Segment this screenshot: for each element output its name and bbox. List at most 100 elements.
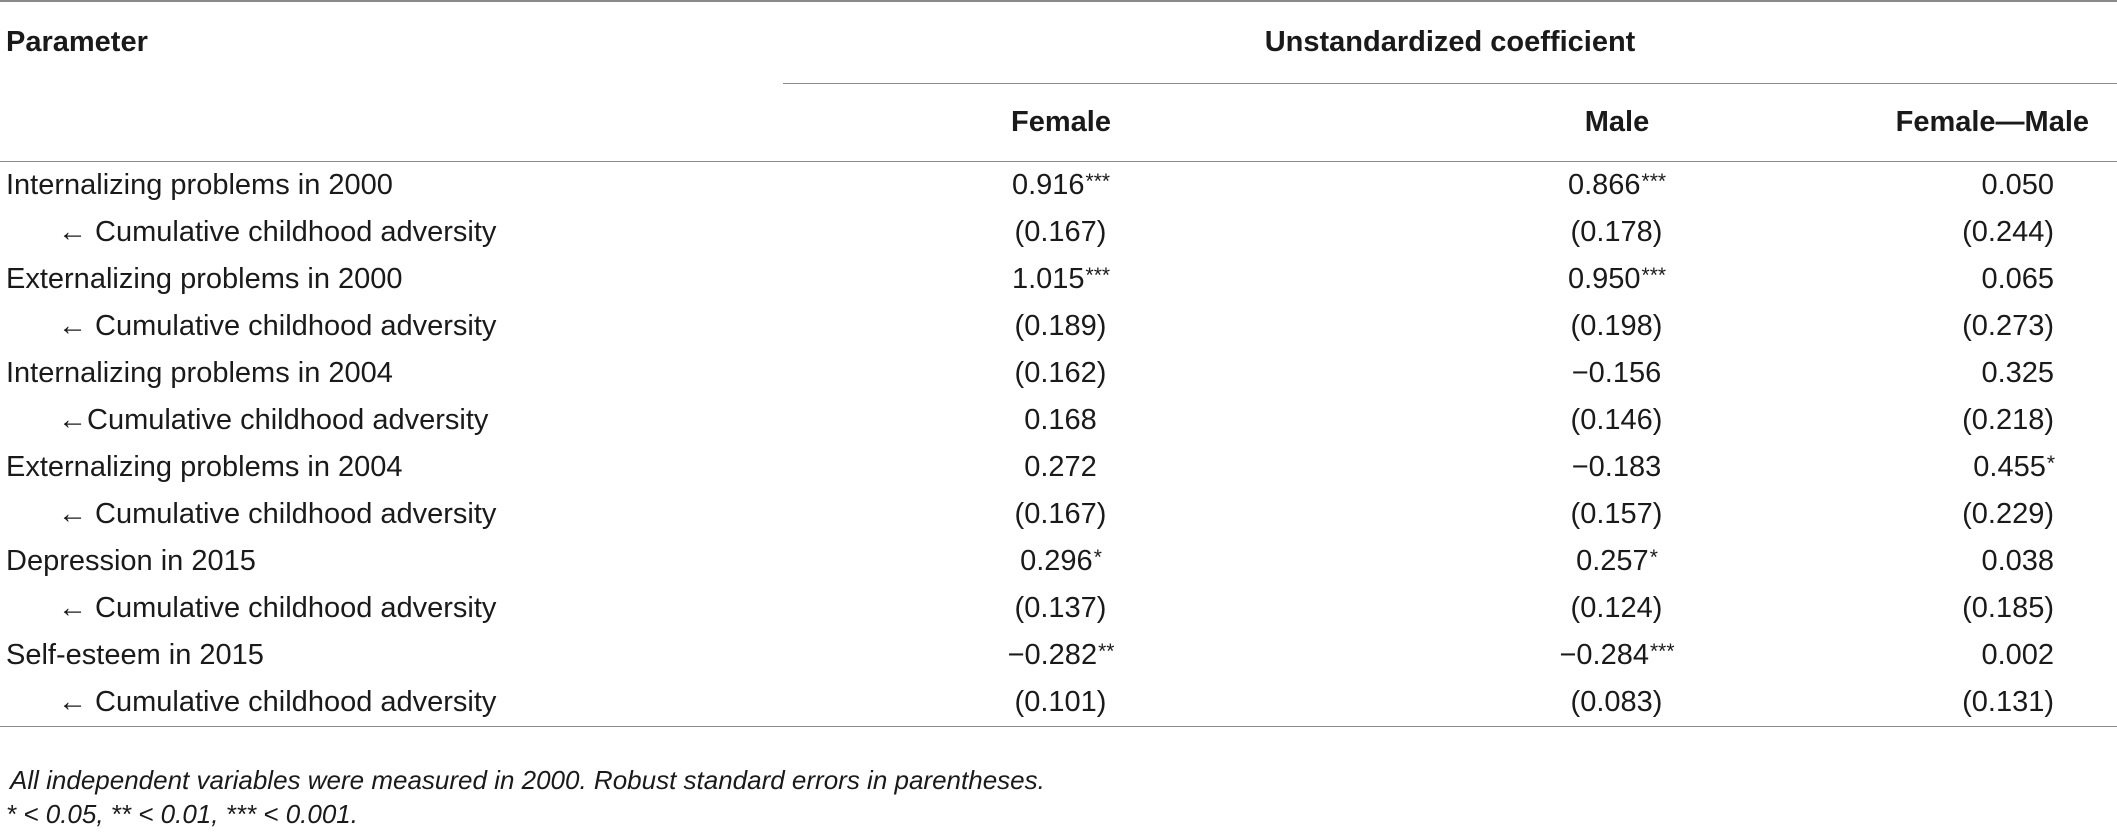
table-row: ← Cumulative childhood adversity (0.189) (… [0, 303, 2117, 350]
difference-value-cell: 0.050 [1895, 161, 2117, 209]
male-value-cell: (0.146) [1339, 397, 1895, 444]
table-row: ←Cumulative childhood adversity 0.168 (0.1… [0, 397, 2117, 444]
difference-header: Female—Male [1895, 82, 2117, 161]
row-label: Externalizing problems in 2004 [6, 450, 403, 483]
female-value: (0.162) [1014, 356, 1107, 389]
difference-value: 0.038 [1981, 544, 2055, 577]
female-value: 1.015 [1011, 262, 1085, 295]
female-value: 0.272 [1024, 450, 1097, 483]
difference-value: 0.050 [1981, 168, 2055, 201]
row-label: Internalizing problems in 2000 [6, 168, 393, 201]
difference-value-cell: 0.038 [1895, 538, 2117, 585]
female-value-cell: (0.101) [783, 678, 1339, 727]
male-value-cell: −0.183 [1339, 444, 1895, 491]
male-value-cell: (0.157) [1339, 491, 1895, 538]
difference-value-cell: (0.273) [1895, 303, 2117, 350]
difference-value-cell: (0.131) [1895, 678, 2117, 727]
female-value-cell: 0.272 [783, 444, 1339, 491]
male-value-cell: (0.083) [1339, 678, 1895, 727]
male-value-cell: −0.156 [1339, 350, 1895, 397]
female-header: Female [783, 82, 1339, 161]
significance-marker: *** [1085, 169, 1111, 193]
difference-value-cell: 0.325 [1895, 350, 2117, 397]
significance-marker: * [1649, 545, 1658, 569]
female-value: (0.137) [1014, 591, 1107, 624]
row-label: ← Cumulative childhood adversity [58, 591, 497, 624]
difference-value: (0.131) [1962, 685, 2055, 718]
table-body: Internalizing problems in 2000 0.916*** 0.… [0, 161, 2117, 727]
row-label: Depression in 2015 [6, 544, 256, 577]
coefficient-group-header: Unstandardized coefficient [783, 0, 2117, 83]
difference-value-cell: 0.455* [1895, 444, 2117, 491]
male-value: (0.146) [1570, 403, 1663, 436]
row-label: ← Cumulative childhood adversity [58, 309, 497, 342]
table-row: ← Cumulative childhood adversity (0.101) (… [0, 678, 2117, 727]
difference-value-cell: (0.185) [1895, 585, 2117, 632]
male-value-cell: 0.257* [1339, 538, 1895, 585]
difference-value: 0.065 [1981, 262, 2055, 295]
female-value: (0.167) [1014, 497, 1107, 530]
female-value-cell: −0.282** [783, 632, 1339, 679]
difference-value: (0.218) [1962, 403, 2055, 436]
male-value: (0.157) [1570, 497, 1663, 530]
row-label: Self-esteem in 2015 [6, 638, 264, 671]
difference-value-cell: (0.244) [1895, 209, 2117, 256]
male-value: (0.178) [1570, 215, 1663, 248]
table-row: Depression in 2015 0.296* 0.257* 0.038 [0, 538, 2117, 585]
difference-value-cell: (0.218) [1895, 397, 2117, 444]
row-label: ← Cumulative childhood adversity [0, 678, 783, 727]
female-value-cell: (0.137) [783, 585, 1339, 632]
coefficient-table-wrapper: Parameter Unstandardized coefficient Fem… [0, 0, 2117, 727]
female-value-cell: 1.015*** [783, 256, 1339, 303]
difference-value: (0.229) [1962, 497, 2055, 530]
difference-value-cell: (0.229) [1895, 491, 2117, 538]
row-label: ← Cumulative childhood adversity [58, 497, 497, 530]
female-value: 0.168 [1024, 403, 1097, 436]
difference-value: 0.002 [1981, 638, 2055, 671]
male-value: −0.284 [1559, 638, 1649, 671]
female-value: (0.101) [1014, 685, 1107, 718]
row-label: Externalizing problems in 2000 [6, 262, 403, 295]
female-value-cell: (0.189) [783, 303, 1339, 350]
female-value-cell: 0.296* [783, 538, 1339, 585]
table-row: Externalizing problems in 2004 0.272 −0.18… [0, 444, 2117, 491]
significance-marker: * [2046, 451, 2056, 475]
female-value-cell: (0.167) [783, 491, 1339, 538]
significance-marker: ** [1098, 639, 1115, 663]
significance-marker: *** [1085, 263, 1111, 287]
difference-value: 0.325 [1981, 356, 2055, 389]
header-row-columns: Female Male Female—Male [0, 82, 2117, 161]
female-value-cell: (0.162) [783, 350, 1339, 397]
female-value: (0.167) [1014, 215, 1107, 248]
significance-marker: *** [1641, 263, 1667, 287]
table-row: Internalizing problems in 2004 (0.162) −0.… [0, 350, 2117, 397]
male-value-cell: 0.950*** [1339, 256, 1895, 303]
male-value: −0.183 [1571, 450, 1662, 483]
table-note: All independent variables were measured … [10, 765, 1045, 795]
table-row: Self-esteem in 2015 −0.282** −0.284*** 0.00… [0, 632, 2117, 679]
female-value: −0.282 [1007, 638, 1098, 671]
table-row: ← Cumulative childhood adversity (0.137) (… [0, 585, 2117, 632]
table-row: ← Cumulative childhood adversity (0.167) (… [0, 491, 2117, 538]
male-value: −0.156 [1571, 356, 1662, 389]
male-value-cell: (0.198) [1339, 303, 1895, 350]
significance-marker: *** [1649, 639, 1675, 663]
parameter-header: Parameter [0, 0, 783, 83]
row-label: ←Cumulative childhood adversity [58, 403, 489, 436]
male-value-cell: 0.866*** [1339, 161, 1895, 209]
significance-marker: * [1093, 545, 1102, 569]
male-header: Male [1339, 82, 1895, 161]
table-row: ← Cumulative childhood adversity (0.167) (… [0, 209, 2117, 256]
table-row: Externalizing problems in 2000 1.015*** 0.… [0, 256, 2117, 303]
difference-value: (0.185) [1962, 591, 2055, 624]
female-value: 0.916 [1011, 168, 1085, 201]
header-row-group: Parameter Unstandardized coefficient [0, 0, 2117, 83]
female-value-cell: 0.916*** [783, 161, 1339, 209]
row-label: ← Cumulative childhood adversity [58, 215, 497, 248]
male-value: (0.083) [1570, 685, 1663, 718]
male-value: (0.124) [1570, 591, 1663, 624]
difference-value: (0.244) [1962, 215, 2055, 248]
difference-value-cell: 0.002 [1895, 632, 2117, 679]
row-label: Internalizing problems in 2004 [6, 356, 393, 389]
male-value-cell: (0.124) [1339, 585, 1895, 632]
